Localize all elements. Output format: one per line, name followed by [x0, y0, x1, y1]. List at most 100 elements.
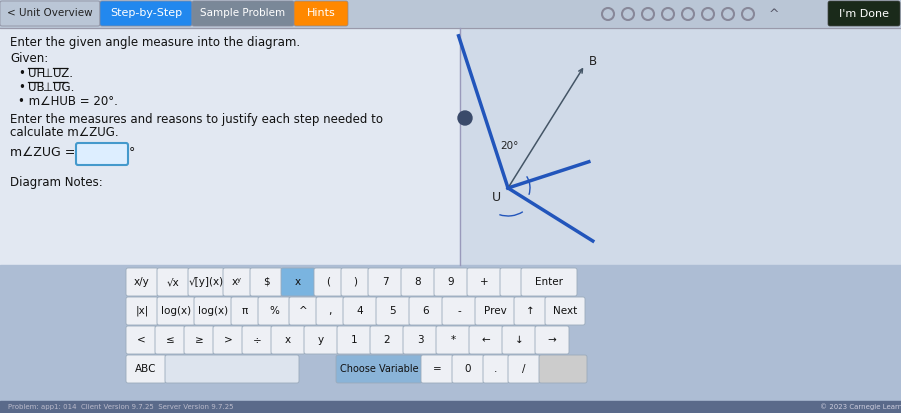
Text: 8: 8	[414, 277, 422, 287]
FancyBboxPatch shape	[289, 297, 317, 325]
Text: UZ.: UZ.	[53, 67, 73, 80]
FancyBboxPatch shape	[828, 1, 900, 26]
FancyBboxPatch shape	[194, 297, 232, 325]
Bar	[0, 0, 901, 28]
Text: ⊥: ⊥	[43, 81, 53, 94]
Text: ≥: ≥	[195, 335, 204, 345]
Text: 6: 6	[423, 306, 429, 316]
Text: ↑: ↑	[525, 306, 534, 316]
FancyBboxPatch shape	[436, 326, 470, 354]
FancyBboxPatch shape	[539, 355, 587, 383]
FancyBboxPatch shape	[401, 268, 435, 296]
Text: ABC: ABC	[135, 364, 157, 374]
FancyBboxPatch shape	[126, 355, 166, 383]
FancyBboxPatch shape	[500, 268, 522, 296]
FancyBboxPatch shape	[483, 355, 509, 383]
Text: 1: 1	[350, 335, 358, 345]
Text: ↓: ↓	[514, 335, 523, 345]
Text: Given:: Given:	[10, 52, 49, 65]
FancyBboxPatch shape	[304, 326, 338, 354]
FancyBboxPatch shape	[535, 326, 569, 354]
Text: *: *	[450, 335, 456, 345]
Text: U: U	[492, 191, 501, 204]
Text: < Unit Overview: < Unit Overview	[7, 9, 93, 19]
Text: UG.: UG.	[53, 81, 75, 94]
FancyBboxPatch shape	[242, 326, 272, 354]
Bar	[0, 401, 901, 413]
FancyBboxPatch shape	[545, 297, 585, 325]
FancyBboxPatch shape	[442, 297, 476, 325]
Text: x: x	[285, 335, 291, 345]
Text: π: π	[241, 306, 248, 316]
Text: 7: 7	[382, 277, 388, 287]
Text: ÷: ÷	[252, 335, 261, 345]
FancyBboxPatch shape	[475, 297, 515, 325]
Text: 5: 5	[390, 306, 396, 316]
Text: UH: UH	[28, 67, 45, 80]
FancyBboxPatch shape	[155, 326, 185, 354]
FancyBboxPatch shape	[467, 268, 501, 296]
FancyBboxPatch shape	[157, 268, 189, 296]
Text: °: °	[129, 146, 135, 159]
Text: 20°: 20°	[500, 141, 519, 151]
FancyBboxPatch shape	[231, 297, 259, 325]
Text: •: •	[18, 81, 25, 94]
Text: © 2023 Carnegie Learning: © 2023 Carnegie Learning	[820, 404, 901, 411]
Text: |x|: |x|	[135, 306, 149, 316]
Bar	[0, 28, 460, 265]
FancyBboxPatch shape	[343, 297, 377, 325]
FancyBboxPatch shape	[271, 326, 305, 354]
Bar	[460, 28, 901, 265]
Text: /: /	[523, 364, 526, 374]
FancyBboxPatch shape	[258, 297, 290, 325]
FancyBboxPatch shape	[281, 268, 315, 296]
FancyBboxPatch shape	[502, 326, 536, 354]
Text: ^: ^	[769, 7, 779, 21]
FancyBboxPatch shape	[469, 326, 503, 354]
FancyBboxPatch shape	[0, 1, 100, 26]
Text: y: y	[318, 335, 324, 345]
Text: Sample Problem: Sample Problem	[200, 9, 286, 19]
Text: Choose Variable: Choose Variable	[340, 364, 418, 374]
FancyBboxPatch shape	[184, 326, 214, 354]
Text: 2: 2	[384, 335, 390, 345]
Text: √[y](x): √[y](x)	[188, 277, 223, 287]
Text: Enter the measures and reasons to justify each step needed to: Enter the measures and reasons to justif…	[10, 113, 383, 126]
Text: x: x	[295, 277, 301, 287]
FancyBboxPatch shape	[508, 355, 540, 383]
FancyBboxPatch shape	[421, 355, 453, 383]
FancyBboxPatch shape	[341, 268, 369, 296]
Text: +: +	[479, 277, 488, 287]
FancyBboxPatch shape	[213, 326, 243, 354]
Text: xʸ: xʸ	[232, 277, 242, 287]
Text: •: •	[18, 67, 25, 80]
Text: Enter the given angle measure into the diagram.: Enter the given angle measure into the d…	[10, 36, 300, 49]
Text: Diagram Notes:: Diagram Notes:	[10, 176, 103, 189]
FancyBboxPatch shape	[165, 355, 299, 383]
FancyBboxPatch shape	[368, 268, 402, 296]
Text: 0: 0	[465, 364, 471, 374]
Text: calculate m∠ZUG.: calculate m∠ZUG.	[10, 126, 119, 139]
FancyBboxPatch shape	[370, 326, 404, 354]
Text: log(x): log(x)	[161, 306, 191, 316]
FancyBboxPatch shape	[434, 268, 468, 296]
Text: UB: UB	[28, 81, 45, 94]
FancyBboxPatch shape	[316, 297, 344, 325]
FancyBboxPatch shape	[294, 1, 348, 26]
Text: I'm Done: I'm Done	[839, 9, 889, 19]
Text: $: $	[263, 277, 269, 287]
Text: log(x): log(x)	[198, 306, 228, 316]
Text: Step-by-Step: Step-by-Step	[110, 9, 182, 19]
Text: x/y: x/y	[134, 277, 150, 287]
Text: ^: ^	[298, 306, 307, 316]
Text: B: B	[589, 55, 597, 68]
Text: • m∠HUB = 20°.: • m∠HUB = 20°.	[18, 95, 118, 108]
Text: ): )	[353, 277, 357, 287]
Text: Enter: Enter	[535, 277, 563, 287]
Text: %: %	[269, 306, 279, 316]
FancyBboxPatch shape	[336, 355, 422, 383]
Text: <: <	[137, 335, 145, 345]
Text: .: .	[495, 364, 497, 374]
FancyBboxPatch shape	[126, 297, 158, 325]
FancyBboxPatch shape	[403, 326, 437, 354]
